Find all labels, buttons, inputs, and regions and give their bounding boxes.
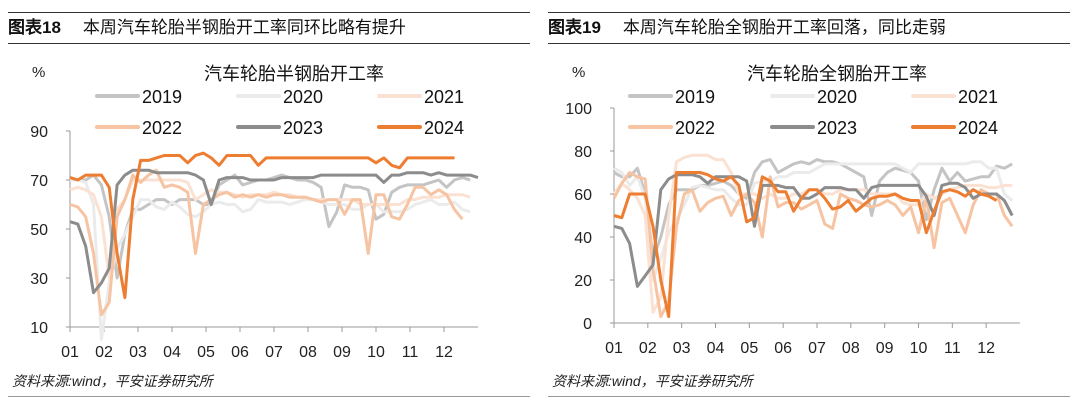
- x-tick-label: 03: [673, 340, 691, 357]
- y-tick-label: 40: [574, 230, 592, 247]
- x-tick-label: 04: [163, 344, 181, 361]
- x-tick-label: 03: [129, 344, 147, 361]
- figure-caption: 本周汽车轮胎半钢胎开工率同环比略有提升: [82, 18, 406, 37]
- footer-divider: [8, 396, 530, 397]
- series-line-2020: [70, 178, 471, 341]
- legend-label-2020: 2020: [283, 87, 323, 107]
- x-tick-label: 06: [774, 340, 792, 357]
- y-tick-label: 60: [574, 187, 592, 204]
- x-tick-label: 05: [197, 344, 215, 361]
- legend-label-2019: 2019: [142, 87, 182, 107]
- chart-all-steel-tire-operating-rate: 汽车轮胎全钢胎开工率% 0 20 40 60 80 100 01 02 03 04 05 06 07 08 0…: [565, 64, 1020, 357]
- chart-title: 汽车轮胎半钢胎开工率: [204, 64, 384, 84]
- figure-caption: 本周汽车轮胎全钢胎开工率回落，同比走弱: [622, 18, 946, 37]
- y-tick-label: 10: [30, 320, 48, 337]
- x-tick-label: 05: [740, 340, 758, 357]
- x-tick-label: 10: [910, 340, 928, 357]
- y-tick-label: 80: [574, 144, 592, 161]
- y-tick-label: 90: [30, 124, 48, 141]
- x-tick-label: 10: [367, 344, 385, 361]
- x-tick-label: 08: [842, 340, 860, 357]
- y-axis-unit: %: [572, 64, 585, 81]
- legend-label-2024: 2024: [958, 118, 998, 138]
- x-tick-label: 11: [402, 344, 419, 361]
- chart-semi-steel-tire-operating-rate: 汽车轮胎半钢胎开工率% 10 30 50 70 90 01 02 03 04 05 06 07 08 09 1…: [30, 64, 479, 361]
- source-note: 资料来源:wind，平安证券研究所: [12, 373, 213, 389]
- x-tick-label: 06: [231, 344, 249, 361]
- y-axis-unit: %: [32, 64, 45, 81]
- legend-label-2021: 2021: [958, 87, 998, 107]
- x-tick-label: 01: [605, 340, 623, 357]
- series-line-2024: [69, 151, 455, 300]
- x-tick-label: 12: [977, 340, 995, 357]
- x-tick-label: 04: [707, 340, 725, 357]
- legend-label-2019: 2019: [675, 87, 715, 107]
- y-tick-label: 50: [30, 222, 48, 239]
- panel-figure-18: 图表18 本周汽车轮胎半钢胎开工率同环比略有提升 汽车轮胎半钢胎开工率% 10 30 5…: [0, 0, 530, 407]
- source-note: 资料来源:wind，平安证券研究所: [552, 373, 753, 389]
- legend-label-2020: 2020: [817, 87, 857, 107]
- series-line-2022: [612, 171, 1014, 319]
- series-line-2023: [613, 173, 1014, 288]
- legend-label-2022: 2022: [675, 118, 715, 138]
- figure-header: 图表18 本周汽车轮胎半钢胎开工率同环比略有提升: [8, 12, 530, 44]
- series-line-2024: [613, 171, 998, 319]
- figure-number: 图表18: [8, 18, 61, 37]
- footer-divider: [548, 396, 1070, 397]
- legend-label-2023: 2023: [817, 118, 857, 138]
- chart-title: 汽车轮胎全钢胎开工率: [747, 64, 927, 84]
- x-tick-label: 11: [944, 340, 961, 357]
- legend-label-2024: 2024: [424, 118, 464, 138]
- legend-label-2021: 2021: [424, 87, 464, 107]
- x-tick-label: 08: [299, 344, 317, 361]
- y-tick-label: 20: [574, 273, 592, 290]
- x-tick-label: 07: [808, 340, 826, 357]
- x-tick-label: 09: [333, 344, 351, 361]
- x-tick-label: 07: [265, 344, 283, 361]
- y-tick-label: 70: [30, 173, 48, 190]
- legend-label-2023: 2023: [283, 118, 323, 138]
- x-tick-label: 02: [639, 340, 657, 357]
- figure-number: 图表19: [548, 18, 601, 37]
- y-tick-label: 100: [565, 101, 592, 118]
- legend-label-2022: 2022: [142, 118, 182, 138]
- panel-figure-19: 图表19 本周汽车轮胎全钢胎开工率回落，同比走弱 汽车轮胎全钢胎开工率% 0 20 40…: [540, 0, 1070, 407]
- series-line-2022: [69, 168, 464, 317]
- figure-header: 图表19 本周汽车轮胎全钢胎开工率回落，同比走弱: [548, 12, 1070, 44]
- series-line-2019: [613, 158, 1013, 260]
- x-tick-label: 12: [435, 344, 453, 361]
- x-tick-label: 09: [876, 340, 894, 357]
- x-tick-label: 02: [95, 344, 113, 361]
- x-tick-label: 01: [61, 344, 79, 361]
- y-tick-label: 30: [30, 271, 48, 288]
- y-tick-label: 0: [583, 316, 592, 333]
